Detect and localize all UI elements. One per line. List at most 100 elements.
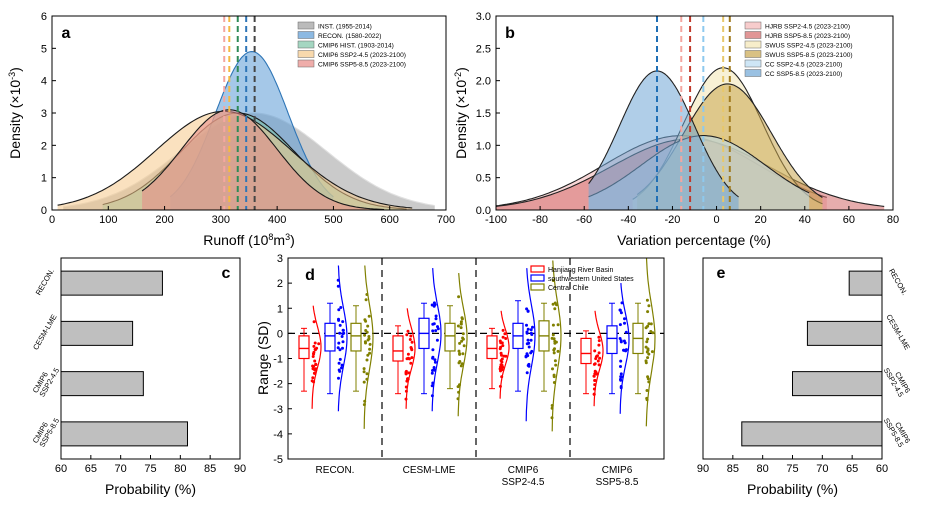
data-point-2-0-10 xyxy=(367,335,371,338)
y-tick-label-b-5: 2.5 xyxy=(476,43,491,55)
legend-label-a-1: RECON. (1580-2022) xyxy=(318,33,381,40)
data-point-1-0-19 xyxy=(337,308,341,312)
data-point-2-1-8 xyxy=(458,352,462,356)
legend-swatch-a-4 xyxy=(297,59,315,68)
group-label-0-0: RECON. xyxy=(316,465,355,476)
data-point-2-2-16 xyxy=(553,347,556,351)
data-point-1-3-20 xyxy=(623,341,627,345)
data-point-1-2-20 xyxy=(530,333,534,336)
data-point-1-1-25 xyxy=(430,384,434,388)
panel-letter-c: c xyxy=(222,265,231,282)
box-0-1 xyxy=(392,335,404,362)
y-tick-label-b-2: 1.0 xyxy=(476,140,491,152)
x-tick-label-a-3: 300 xyxy=(212,214,230,226)
data-point-2-3-21 xyxy=(645,389,649,392)
data-point-2-0-1 xyxy=(368,351,372,355)
data-point-1-2-19 xyxy=(530,349,534,353)
data-point-2-3-22 xyxy=(646,324,650,328)
data-point-2-2-9 xyxy=(555,303,558,307)
panel-letter-b: b xyxy=(505,25,515,42)
data-point-2-0-7 xyxy=(364,298,368,302)
data-point-1-1-11 xyxy=(435,338,439,342)
x-tick-label-b-2: -60 xyxy=(576,214,592,226)
x-tick-label-a-6: 600 xyxy=(381,214,399,226)
data-point-0-0-9 xyxy=(312,371,316,375)
data-point-0-3-14 xyxy=(592,392,596,396)
data-point-1-0-23 xyxy=(336,284,340,288)
legend-label-a-0: INST. (1955-2014) xyxy=(318,24,372,31)
data-point-0-1-22 xyxy=(406,377,410,381)
x-tick-label-c-2: 70 xyxy=(115,463,127,475)
data-point-1-2-11 xyxy=(525,331,529,335)
violin-1-2 xyxy=(525,268,536,422)
data-point-1-3-19 xyxy=(619,372,623,376)
y-tick-label-b-0: 0.0 xyxy=(476,205,491,217)
legend-label-b-0: HJRB SSP2-4.5 (2023-2100) xyxy=(765,24,850,31)
y-axis-title-b-part: Density (×10 xyxy=(453,80,469,159)
data-point-2-3-16 xyxy=(646,348,650,352)
data-point-2-0-3 xyxy=(362,370,366,374)
data-point-1-1-4 xyxy=(431,381,435,385)
box-2-0 xyxy=(350,322,362,352)
data-point-0-3-18 xyxy=(594,357,598,361)
x-axis-title-b: Variation percentage (%) xyxy=(617,232,771,248)
legend-swatch-b-5 xyxy=(744,69,762,77)
y-axis-title-a-close: ) xyxy=(7,67,23,72)
y-tick-label-a-2: 2 xyxy=(41,140,47,152)
data-point-0-3-22 xyxy=(592,362,596,366)
data-point-0-1-9 xyxy=(410,356,414,360)
data-point-0-1-15 xyxy=(408,338,412,341)
data-point-2-2-24 xyxy=(556,349,560,353)
legend-swatch-b-2 xyxy=(744,40,762,49)
data-point-2-3-10 xyxy=(647,304,651,308)
data-point-1-0-16 xyxy=(339,306,343,309)
data-point-1-1-2 xyxy=(431,348,435,352)
data-point-2-1-7 xyxy=(456,324,460,328)
data-point-2-2-8 xyxy=(553,307,557,311)
data-point-2-0-21 xyxy=(366,324,370,328)
legend-swatch-a-3 xyxy=(297,50,315,58)
x-tick-label-e-4: 70 xyxy=(816,463,828,475)
x-tick-label-a-4: 400 xyxy=(268,214,286,226)
data-point-2-2-18 xyxy=(551,323,555,327)
box-0-2 xyxy=(486,335,498,360)
x-tick-label-a-5: 500 xyxy=(324,214,342,226)
data-point-2-1-12 xyxy=(460,339,464,343)
data-point-0-1-10 xyxy=(406,352,410,356)
y-tick-label-a-1: 1 xyxy=(41,173,47,185)
data-point-2-1-5 xyxy=(458,341,462,345)
data-point-1-2-5 xyxy=(525,342,529,346)
data-point-2-1-9 xyxy=(457,390,461,394)
data-point-0-2-21 xyxy=(504,337,508,340)
data-point-2-2-1 xyxy=(551,302,555,306)
data-point-2-1-10 xyxy=(457,349,461,353)
data-point-1-2-15 xyxy=(526,338,530,342)
data-point-2-2-10 xyxy=(551,367,554,371)
data-point-2-3-15 xyxy=(645,298,649,302)
data-point-0-1-3 xyxy=(405,333,409,337)
data-point-2-1-11 xyxy=(456,385,460,389)
data-point-0-1-18 xyxy=(409,334,413,338)
data-point-1-0-18 xyxy=(341,320,345,324)
y-tick-label-b-1: 0.5 xyxy=(476,173,491,185)
data-point-2-0-15 xyxy=(363,333,367,337)
x-tick-label-b-8: 60 xyxy=(843,214,855,226)
data-point-0-3-7 xyxy=(597,335,601,339)
data-point-2-2-23 xyxy=(550,406,554,410)
data-point-2-2-20 xyxy=(552,351,556,355)
data-point-1-3-25 xyxy=(618,323,622,327)
violin-2-2 xyxy=(551,260,562,432)
data-point-0-1-25 xyxy=(406,356,410,360)
data-point-1-1-19 xyxy=(436,325,439,329)
legend-label-d-1: southwestern United States xyxy=(548,276,634,283)
data-point-1-1-12 xyxy=(434,317,438,321)
data-point-0-2-16 xyxy=(500,368,504,372)
group-label-3-0: CMIP6 xyxy=(602,465,633,476)
data-point-2-1-13 xyxy=(461,332,465,336)
data-point-2-1-24 xyxy=(459,364,463,368)
legend-label-b-3: SWUS SSP5-8.5 (2023-2100) xyxy=(765,52,853,59)
data-point-0-0-16 xyxy=(313,347,317,351)
y-tick-label-d-5: 0 xyxy=(277,328,283,340)
data-point-2-3-17 xyxy=(646,310,650,314)
data-point-0-3-16 xyxy=(596,354,599,358)
